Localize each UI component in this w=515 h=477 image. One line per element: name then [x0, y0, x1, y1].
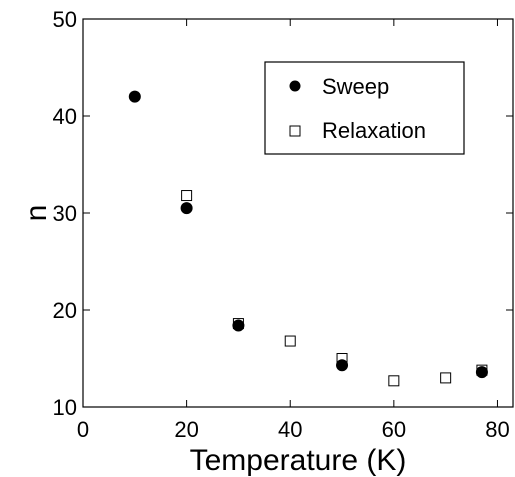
x-tick-label: 0 — [77, 417, 89, 442]
sweep-point — [180, 202, 193, 215]
legend-relaxation-label: Relaxation — [322, 118, 426, 143]
relaxation-point — [388, 375, 400, 387]
relaxation-point — [181, 190, 193, 202]
relaxation-point — [440, 372, 452, 384]
x-tick-label: 60 — [382, 417, 406, 442]
sweep-point — [336, 359, 349, 372]
tick-labels: 0 20 40 60 80 10 20 30 40 50 — [53, 7, 510, 442]
legend-relaxation-marker — [289, 125, 301, 137]
x-tick-label: 20 — [174, 417, 198, 442]
relaxation-point — [284, 335, 296, 347]
y-tick-label: 20 — [53, 298, 77, 323]
data-marks — [128, 90, 488, 387]
sweep-point — [232, 319, 245, 332]
x-axis-label: Temperature (K) — [190, 444, 407, 477]
x-tick-label: 40 — [278, 417, 302, 442]
axis-ticks — [82, 18, 513, 408]
legend-sweep-label: Sweep — [322, 74, 389, 99]
legend: Sweep Relaxation — [264, 61, 465, 155]
y-tick-label: 50 — [53, 7, 77, 32]
y-axis-label: n — [20, 205, 53, 222]
y-tick-label: 40 — [53, 104, 77, 129]
x-tick-label: 80 — [485, 417, 509, 442]
y-tick-label: 10 — [53, 395, 77, 420]
sweep-point — [128, 90, 141, 103]
legend-box — [264, 61, 465, 155]
y-tick-label: 30 — [53, 201, 77, 226]
sweep-point — [475, 366, 488, 379]
legend-sweep-marker — [289, 80, 301, 92]
